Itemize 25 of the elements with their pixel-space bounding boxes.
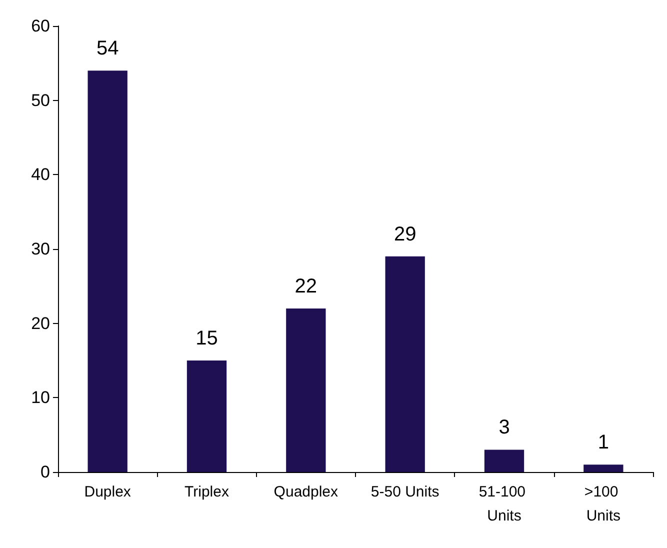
y-tick-label: 50 [31, 90, 50, 110]
y-tick-label: 20 [31, 314, 50, 333]
data-label: 15 [196, 328, 218, 350]
data-label: 54 [96, 38, 119, 60]
data-label: 3 [498, 416, 510, 439]
y-tick-label: 30 [31, 240, 50, 258]
y-tick-label: 10 [31, 388, 50, 408]
x-tick-label: Triplex [184, 484, 230, 500]
bar [286, 308, 326, 472]
x-tick-label: 51-100 Units [478, 484, 530, 524]
x-tick-label: >100 Units [584, 484, 622, 524]
y-tick-label: 60 [31, 16, 50, 36]
bar [484, 450, 524, 472]
bar [186, 360, 227, 472]
bar [88, 70, 128, 472]
bar [385, 256, 425, 472]
data-label: 1 [598, 432, 609, 454]
x-tick-label: Quadplex [274, 484, 339, 500]
data-label: 29 [394, 223, 416, 246]
y-tick-label: 40 [31, 165, 50, 184]
bar [584, 464, 624, 472]
data-label: 22 [294, 275, 318, 298]
y-tick-label: 0 [40, 462, 50, 482]
x-tick-label: Duplex [84, 484, 132, 500]
x-tick-label: 5-50 Units [370, 484, 440, 500]
